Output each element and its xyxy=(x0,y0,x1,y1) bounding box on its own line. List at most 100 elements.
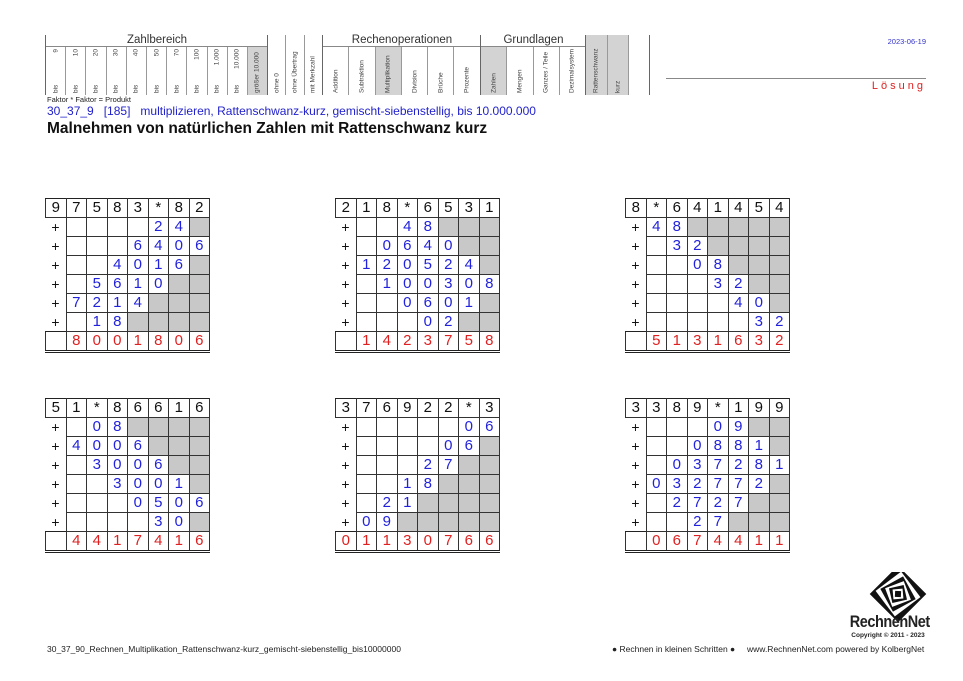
partial-digit-cell[interactable]: 8 xyxy=(417,474,439,494)
partial-digit-cell[interactable]: 0 xyxy=(437,293,459,313)
partial-digit-cell[interactable]: 8 xyxy=(707,255,729,275)
partial-digit-cell[interactable] xyxy=(396,436,418,456)
result-digit-cell[interactable]: 0 xyxy=(417,531,439,553)
partial-digit-cell[interactable]: 2 xyxy=(686,236,708,256)
partial-digit-cell[interactable]: 0 xyxy=(396,255,418,275)
result-digit-cell[interactable]: 1 xyxy=(355,531,377,553)
partial-digit-cell[interactable]: 2 xyxy=(686,474,708,494)
partial-digit-cell[interactable] xyxy=(355,455,377,475)
partial-digit-cell[interactable]: 1 xyxy=(355,255,377,275)
partial-digit-cell[interactable]: 2 xyxy=(666,493,688,513)
result-digit-cell[interactable]: 6 xyxy=(188,331,210,353)
result-digit-cell[interactable]: 0 xyxy=(106,331,128,353)
partial-digit-cell[interactable] xyxy=(86,493,108,513)
partial-digit-cell[interactable]: 6 xyxy=(127,236,149,256)
partial-digit-cell[interactable] xyxy=(106,512,128,532)
partial-digit-cell[interactable]: 1 xyxy=(396,474,418,494)
partial-digit-cell[interactable]: 1 xyxy=(147,255,169,275)
result-digit-cell[interactable]: 7 xyxy=(437,531,459,553)
result-digit-cell[interactable]: 2 xyxy=(768,331,790,353)
partial-digit-cell[interactable] xyxy=(86,474,108,494)
partial-digit-cell[interactable] xyxy=(645,293,667,313)
partial-digit-cell[interactable] xyxy=(707,293,729,313)
partial-digit-cell[interactable] xyxy=(376,312,398,332)
partial-digit-cell[interactable]: 2 xyxy=(768,312,790,332)
partial-digit-cell[interactable]: 8 xyxy=(748,455,770,475)
result-digit-cell[interactable]: 8 xyxy=(478,331,500,353)
partial-digit-cell[interactable] xyxy=(666,312,688,332)
result-digit-cell[interactable]: 1 xyxy=(376,531,398,553)
partial-digit-cell[interactable] xyxy=(666,436,688,456)
result-digit-cell[interactable]: 7 xyxy=(127,531,149,553)
result-digit-cell[interactable]: 5 xyxy=(458,331,480,353)
partial-digit-cell[interactable]: 5 xyxy=(417,255,439,275)
partial-digit-cell[interactable] xyxy=(666,293,688,313)
partial-digit-cell[interactable] xyxy=(65,474,87,494)
result-digit-cell[interactable]: 3 xyxy=(686,331,708,353)
partial-digit-cell[interactable] xyxy=(106,217,128,237)
result-digit-cell[interactable]: 6 xyxy=(478,531,500,553)
partial-digit-cell[interactable]: 8 xyxy=(106,417,128,437)
partial-digit-cell[interactable]: 7 xyxy=(707,512,729,532)
partial-digit-cell[interactable]: 2 xyxy=(707,493,729,513)
partial-digit-cell[interactable]: 7 xyxy=(707,455,729,475)
partial-digit-cell[interactable]: 7 xyxy=(65,293,87,313)
partial-digit-cell[interactable]: 3 xyxy=(147,512,169,532)
partial-digit-cell[interactable]: 6 xyxy=(147,455,169,475)
partial-digit-cell[interactable] xyxy=(127,217,149,237)
partial-digit-cell[interactable]: 6 xyxy=(188,493,210,513)
partial-digit-cell[interactable]: 1 xyxy=(458,293,480,313)
partial-digit-cell[interactable]: 0 xyxy=(376,236,398,256)
partial-digit-cell[interactable]: 6 xyxy=(188,236,210,256)
partial-digit-cell[interactable] xyxy=(65,512,87,532)
partial-digit-cell[interactable]: 3 xyxy=(707,274,729,294)
result-digit-cell[interactable]: 1 xyxy=(748,531,770,553)
result-digit-cell[interactable]: 4 xyxy=(86,531,108,553)
partial-digit-cell[interactable]: 1 xyxy=(768,455,790,475)
partial-digit-cell[interactable] xyxy=(65,493,87,513)
partial-digit-cell[interactable]: 0 xyxy=(437,436,459,456)
partial-digit-cell[interactable]: 0 xyxy=(147,474,169,494)
partial-digit-cell[interactable] xyxy=(686,417,708,437)
partial-digit-cell[interactable] xyxy=(355,236,377,256)
partial-digit-cell[interactable]: 7 xyxy=(727,474,749,494)
partial-digit-cell[interactable]: 8 xyxy=(707,436,729,456)
partial-digit-cell[interactable] xyxy=(65,217,87,237)
partial-digit-cell[interactable]: 0 xyxy=(86,436,108,456)
partial-digit-cell[interactable]: 1 xyxy=(127,274,149,294)
partial-digit-cell[interactable]: 0 xyxy=(147,274,169,294)
partial-digit-cell[interactable]: 8 xyxy=(478,274,500,294)
partial-digit-cell[interactable]: 9 xyxy=(376,512,398,532)
partial-digit-cell[interactable]: 2 xyxy=(727,274,749,294)
partial-digit-cell[interactable]: 3 xyxy=(106,474,128,494)
partial-digit-cell[interactable]: 4 xyxy=(147,236,169,256)
partial-digit-cell[interactable] xyxy=(376,436,398,456)
partial-digit-cell[interactable]: 2 xyxy=(86,293,108,313)
result-digit-cell[interactable]: 6 xyxy=(458,531,480,553)
partial-digit-cell[interactable] xyxy=(86,512,108,532)
partial-digit-cell[interactable]: 0 xyxy=(127,493,149,513)
partial-digit-cell[interactable]: 0 xyxy=(168,512,190,532)
partial-digit-cell[interactable]: 0 xyxy=(748,293,770,313)
partial-digit-cell[interactable] xyxy=(106,493,128,513)
partial-digit-cell[interactable]: 4 xyxy=(645,217,667,237)
partial-digit-cell[interactable]: 0 xyxy=(127,474,149,494)
partial-digit-cell[interactable] xyxy=(376,293,398,313)
partial-digit-cell[interactable] xyxy=(727,312,749,332)
partial-digit-cell[interactable]: 1 xyxy=(106,293,128,313)
partial-digit-cell[interactable] xyxy=(686,274,708,294)
partial-digit-cell[interactable] xyxy=(417,417,439,437)
result-digit-cell[interactable]: 6 xyxy=(666,531,688,553)
partial-digit-cell[interactable]: 9 xyxy=(727,417,749,437)
partial-digit-cell[interactable]: 3 xyxy=(686,455,708,475)
result-digit-cell[interactable] xyxy=(335,331,357,353)
partial-digit-cell[interactable]: 0 xyxy=(437,236,459,256)
partial-digit-cell[interactable] xyxy=(645,236,667,256)
partial-digit-cell[interactable]: 2 xyxy=(376,493,398,513)
partial-digit-cell[interactable]: 3 xyxy=(666,236,688,256)
result-digit-cell[interactable]: 1 xyxy=(127,331,149,353)
partial-digit-cell[interactable]: 0 xyxy=(686,436,708,456)
partial-digit-cell[interactable]: 8 xyxy=(106,312,128,332)
result-digit-cell[interactable]: 7 xyxy=(437,331,459,353)
partial-digit-cell[interactable]: 7 xyxy=(727,493,749,513)
